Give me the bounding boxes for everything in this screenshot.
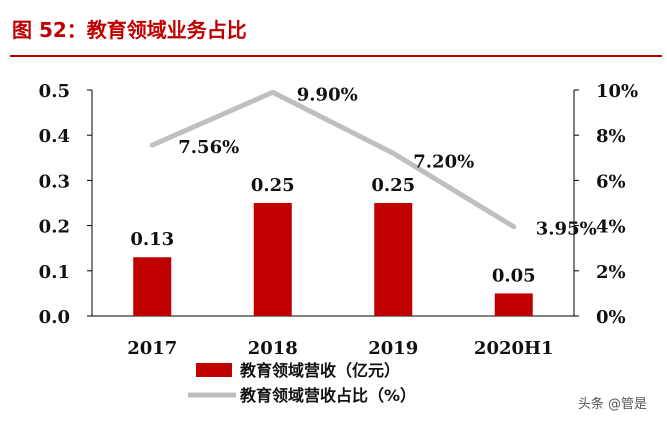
legend-bar-swatch	[196, 363, 232, 377]
legend-bar-label: 教育领域营收（亿元）	[240, 361, 400, 380]
y-left-tick-label: 0.1	[39, 262, 70, 283]
y-right-tick-label: 8%	[596, 126, 626, 147]
watermark: 头条 @管是	[577, 397, 647, 412]
legend-line-label: 教育领域营收占比（%）	[240, 386, 416, 405]
bar	[494, 293, 533, 316]
chart-title: 图 52：教育领域业务占比	[12, 18, 247, 42]
line-data-label: 7.56%	[178, 137, 239, 158]
line-point	[512, 225, 515, 228]
bar-data-label: 0.25	[251, 175, 295, 196]
y-right-tick-label: 6%	[596, 171, 626, 192]
x-tick-label: 2020H1	[474, 338, 554, 359]
y-left-tick-label: 0.5	[39, 81, 70, 102]
line-data-label: 7.20%	[413, 151, 474, 172]
bar	[133, 257, 172, 316]
line-data-label: 9.90%	[297, 84, 358, 105]
y-right-tick-label: 10%	[596, 81, 638, 102]
x-tick-label: 2017	[127, 338, 177, 359]
line-point	[392, 152, 395, 155]
line-point	[151, 144, 154, 147]
bar	[253, 203, 292, 316]
line-point	[271, 91, 274, 94]
y-left-tick-label: 0.4	[39, 126, 70, 147]
y-left-tick-label: 0.2	[39, 217, 70, 238]
line-series	[149, 89, 517, 230]
title-rule	[10, 55, 662, 57]
x-tick-label: 2018	[248, 338, 298, 359]
bar	[374, 203, 413, 316]
line-data-label: 3.95%	[536, 219, 597, 240]
x-tick-label: 2019	[368, 338, 418, 359]
y-left-tick-label: 0.3	[39, 171, 70, 192]
y-left-tick-label: 0.0	[39, 307, 70, 328]
y-right-tick-label: 4%	[596, 217, 626, 238]
bar-data-label: 0.05	[492, 265, 536, 286]
y-right-tick-label: 2%	[596, 262, 626, 283]
y-right-tick-label: 0%	[596, 307, 626, 328]
bar-data-label: 0.13	[130, 229, 174, 250]
bar-data-label: 0.25	[371, 175, 415, 196]
